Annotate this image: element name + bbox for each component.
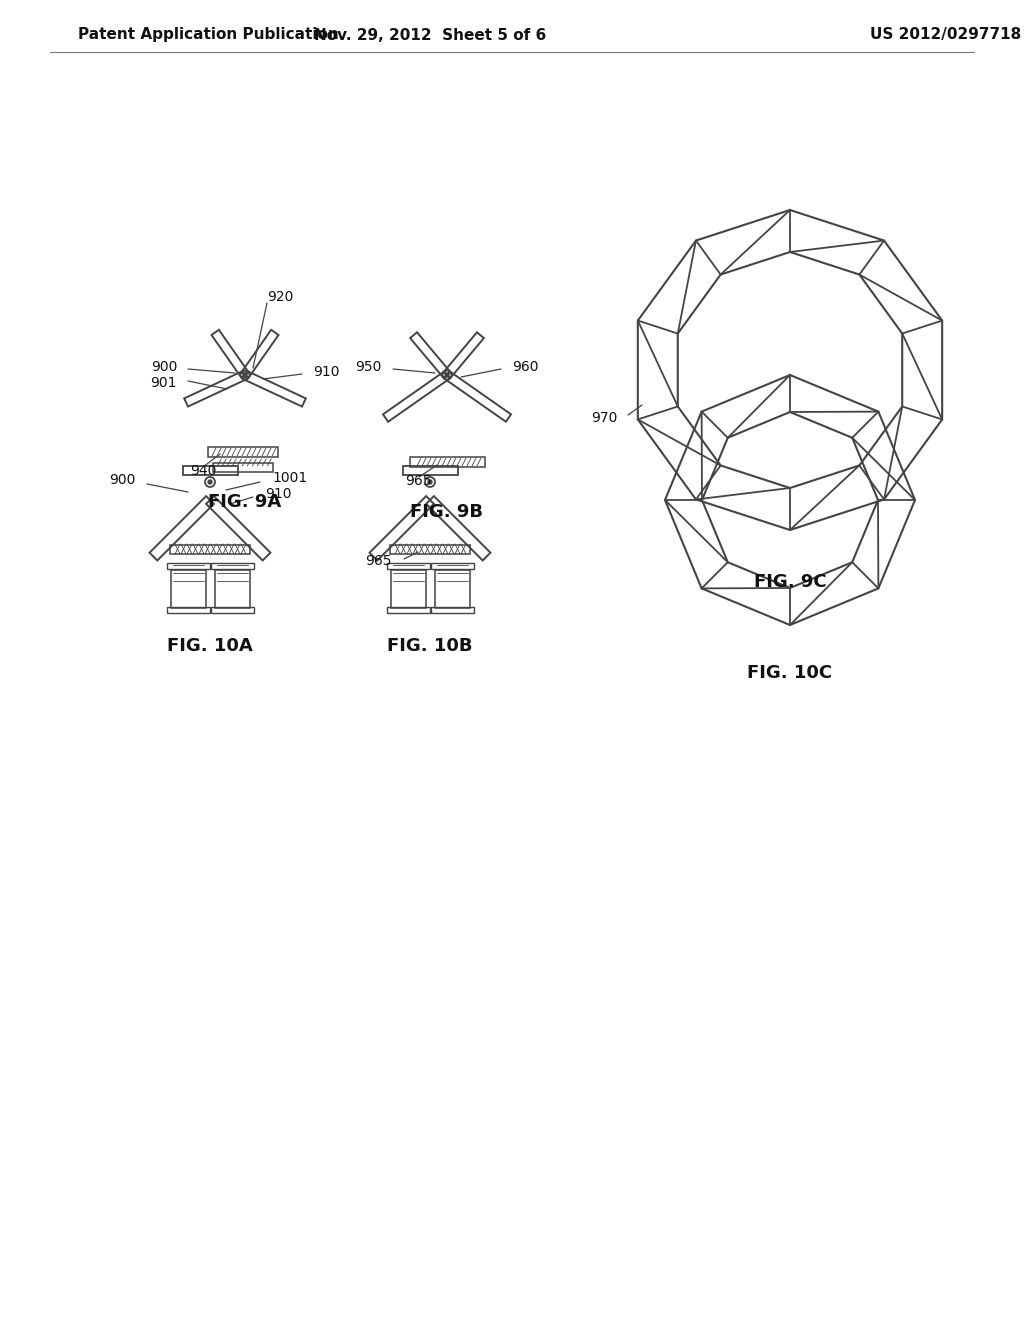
Text: FIG. 10A: FIG. 10A	[167, 638, 253, 655]
Circle shape	[208, 480, 212, 484]
Text: 965: 965	[366, 554, 392, 568]
Text: 940: 940	[190, 465, 216, 478]
Text: 901: 901	[151, 376, 177, 389]
Text: US 2012/0297718 A1: US 2012/0297718 A1	[870, 28, 1024, 42]
Text: Nov. 29, 2012  Sheet 5 of 6: Nov. 29, 2012 Sheet 5 of 6	[314, 28, 546, 42]
Text: Patent Application Publication: Patent Application Publication	[78, 28, 339, 42]
Text: 950: 950	[355, 360, 382, 374]
Text: 960: 960	[512, 360, 539, 374]
Text: FIG. 10C: FIG. 10C	[748, 664, 833, 682]
Text: FIG. 9B: FIG. 9B	[411, 503, 483, 521]
Text: 900: 900	[109, 473, 135, 487]
Text: 965: 965	[406, 474, 431, 488]
Circle shape	[428, 480, 432, 484]
Text: 970: 970	[592, 411, 618, 425]
Text: 1001: 1001	[272, 471, 307, 484]
Text: 910: 910	[313, 366, 340, 379]
Text: FIG. 10B: FIG. 10B	[387, 638, 473, 655]
Text: 910: 910	[265, 487, 292, 502]
Text: 920: 920	[267, 290, 293, 304]
Text: 900: 900	[151, 360, 177, 374]
Text: FIG. 9C: FIG. 9C	[754, 573, 826, 591]
Circle shape	[244, 374, 247, 376]
Circle shape	[445, 374, 449, 376]
Text: FIG. 9A: FIG. 9A	[208, 492, 282, 511]
